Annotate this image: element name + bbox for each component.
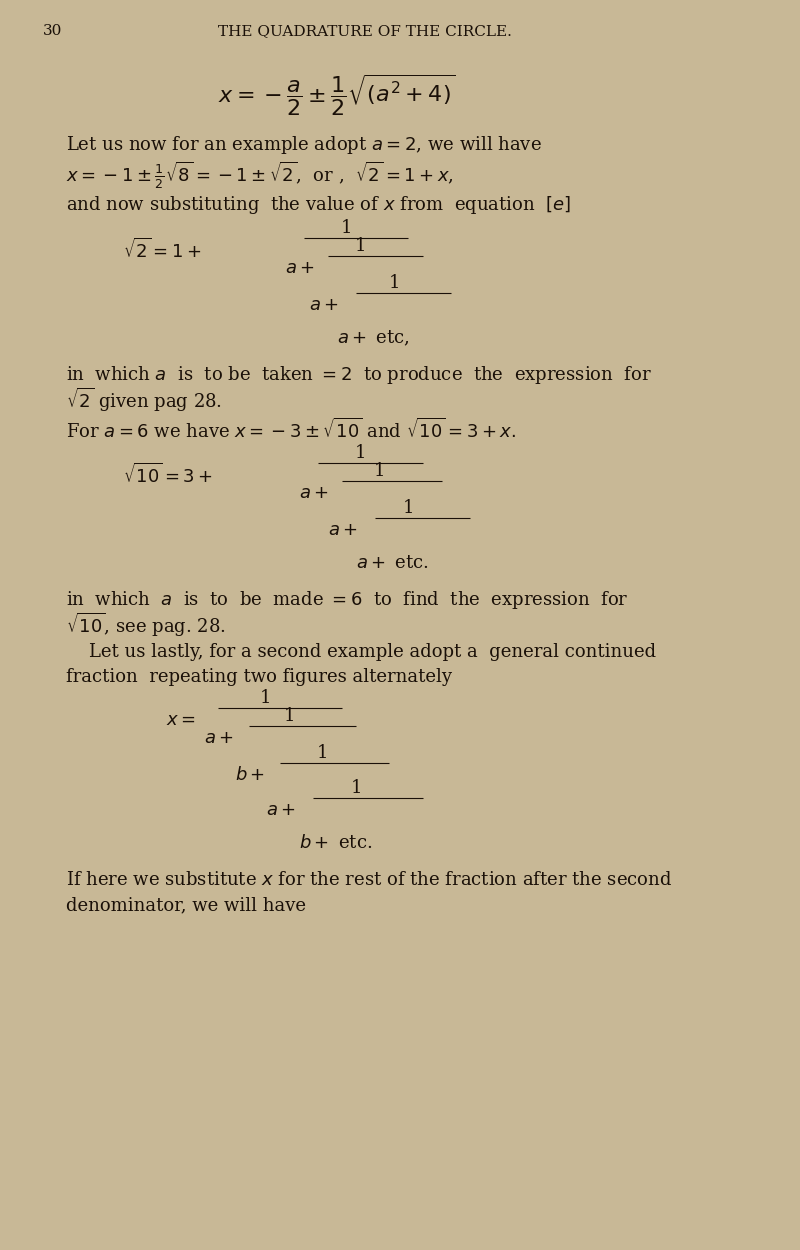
Text: Let us now for an example adopt $a = 2$, we will have: Let us now for an example adopt $a = 2$,… [66, 134, 542, 156]
Text: $\sqrt{10} = 3 +$: $\sqrt{10} = 3 +$ [123, 462, 214, 488]
Text: Let us lastly, for a second example adopt a  general continued: Let us lastly, for a second example adop… [66, 642, 657, 661]
Text: $x =$: $x =$ [166, 711, 196, 729]
Text: $a +$: $a +$ [266, 801, 295, 819]
Text: $x = -1 \pm \frac{1}{2}\sqrt{8} = -1 \pm \sqrt{2}$,  or ,  $\sqrt{2} = 1 + x$,: $x = -1 \pm \frac{1}{2}\sqrt{8} = -1 \pm… [66, 160, 454, 190]
Text: $a +$: $a +$ [285, 259, 314, 278]
Text: 1: 1 [388, 274, 400, 292]
Text: $\sqrt{2}$ given pag 28.: $\sqrt{2}$ given pag 28. [66, 386, 222, 414]
Text: $a +$: $a +$ [327, 521, 358, 539]
Text: 30: 30 [42, 24, 62, 38]
Text: denominator, we will have: denominator, we will have [66, 896, 306, 914]
Text: $\sqrt{2} = 1 +$: $\sqrt{2} = 1 +$ [123, 238, 202, 262]
Text: 1: 1 [317, 744, 329, 762]
Text: $x = -\dfrac{a}{2} \pm \dfrac{1}{2}\sqrt{\left(a^{2}+4\right)}$: $x = -\dfrac{a}{2} \pm \dfrac{1}{2}\sqrt… [218, 72, 456, 118]
Text: 1: 1 [350, 779, 362, 798]
Text: $a +$: $a +$ [299, 484, 329, 502]
Text: If here we substitute $x$ for the rest of the fraction after the second: If here we substitute $x$ for the rest o… [66, 871, 673, 889]
Text: $b +$ etc.: $b +$ etc. [299, 834, 373, 852]
Text: 1: 1 [341, 219, 352, 238]
Text: 1: 1 [260, 689, 272, 707]
Text: $a +$: $a +$ [309, 296, 338, 314]
Text: in  which $a$  is  to be  taken $= 2$  to produce  the  expression  for: in which $a$ is to be taken $= 2$ to pro… [66, 364, 652, 386]
Text: For $a = 6$ we have $x = -3 \pm \sqrt{10}$ and $\sqrt{10} = 3 + x.$: For $a = 6$ we have $x = -3 \pm \sqrt{10… [66, 418, 517, 442]
Text: 1: 1 [355, 444, 366, 462]
Text: and now substituting  the value of $x$ from  equation  $[e]$: and now substituting the value of $x$ fr… [66, 194, 571, 216]
Text: THE QUADRATURE OF THE CIRCLE.: THE QUADRATURE OF THE CIRCLE. [218, 24, 512, 38]
Text: 1: 1 [402, 499, 414, 518]
Text: $b +$: $b +$ [234, 766, 265, 784]
Text: 1: 1 [284, 707, 295, 725]
Text: fraction  repeating two figures alternately: fraction repeating two figures alternate… [66, 668, 453, 686]
Text: $a +$: $a +$ [204, 729, 234, 748]
Text: $\sqrt{10}$, see pag. 28.: $\sqrt{10}$, see pag. 28. [66, 611, 226, 639]
Text: 1: 1 [374, 462, 386, 480]
Text: $a +$ etc,: $a +$ etc, [337, 329, 410, 348]
Text: 1: 1 [355, 238, 366, 255]
Text: in  which  $a$  is  to  be  made $= 6$  to  find  the  expression  for: in which $a$ is to be made $= 6$ to find… [66, 589, 629, 611]
Text: $a +$ etc.: $a +$ etc. [356, 554, 429, 572]
